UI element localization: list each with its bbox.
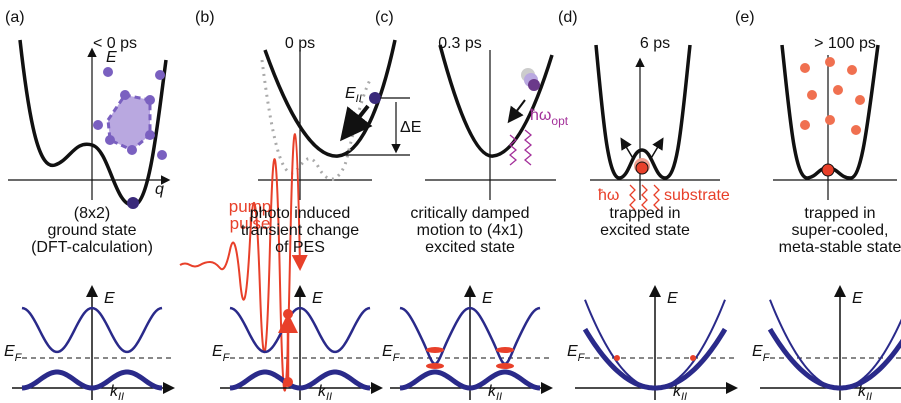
momentum-sub: II bbox=[496, 391, 502, 403]
caption: (8x2) bbox=[74, 205, 110, 222]
caption: meta-stable state bbox=[779, 239, 901, 256]
caption: excited state bbox=[600, 222, 690, 239]
gap-mark bbox=[496, 363, 514, 369]
momentum-label: kII bbox=[318, 383, 332, 403]
fermi-sub: F bbox=[223, 352, 231, 364]
fermi-main: E bbox=[4, 343, 15, 360]
fermi-main: E bbox=[752, 343, 763, 360]
optical-sub: opt bbox=[551, 114, 568, 128]
fermi-point bbox=[614, 355, 620, 361]
optical-main: ħω bbox=[530, 107, 551, 124]
fermi-sub: F bbox=[578, 352, 586, 364]
panel-label: (b) bbox=[195, 9, 215, 26]
field-main: E bbox=[345, 85, 356, 102]
panel-label: (e) bbox=[735, 9, 755, 26]
momentum-label: kII bbox=[673, 383, 687, 403]
caption: super-cooled, bbox=[792, 222, 889, 239]
gap-mark bbox=[496, 347, 514, 353]
caption: photo induced bbox=[250, 205, 351, 222]
fermi-sub: F bbox=[15, 352, 23, 364]
fermi-label: EF bbox=[4, 343, 23, 364]
figure: E q pump pulse EII ΔE ħωopt ħω substrate… bbox=[0, 0, 901, 403]
opt-wiggle bbox=[510, 130, 531, 165]
optical-label: ħωopt bbox=[530, 107, 569, 128]
time-label: 0 ps bbox=[285, 35, 315, 52]
field-sub: II bbox=[356, 93, 362, 105]
fermi-label: EF bbox=[567, 343, 586, 364]
panel-label: (c) bbox=[375, 9, 394, 26]
gap-mark bbox=[426, 347, 444, 353]
time-label: < 0 ps bbox=[93, 35, 137, 52]
fermi-sub: F bbox=[763, 352, 771, 364]
electron bbox=[283, 309, 293, 319]
momentum-label: kII bbox=[110, 383, 124, 403]
fermi-point bbox=[690, 355, 696, 361]
momentum-label: kII bbox=[488, 383, 502, 403]
fermi-label: EF bbox=[382, 343, 401, 364]
axis-label: E bbox=[667, 290, 678, 307]
field-label: EII bbox=[345, 85, 362, 105]
caption: trapped in bbox=[804, 205, 875, 222]
time-label: 0.3 ps bbox=[438, 35, 482, 52]
fermi-label: EF bbox=[212, 343, 231, 364]
axis-label: E bbox=[852, 290, 863, 307]
atoms bbox=[800, 57, 865, 135]
axis-label: q bbox=[155, 181, 164, 198]
momentum-sub: II bbox=[866, 391, 872, 403]
time-label: > 100 ps bbox=[814, 35, 876, 52]
panel-label: (d) bbox=[558, 9, 578, 26]
caption: motion to (4x1) bbox=[417, 222, 524, 239]
motion-arrow bbox=[510, 100, 525, 120]
fermi-main: E bbox=[382, 343, 393, 360]
caption: (DFT-calculation) bbox=[31, 239, 153, 256]
delta-e-label: ΔE bbox=[400, 119, 421, 136]
caption: of PES bbox=[275, 239, 325, 256]
fermi-main: E bbox=[212, 343, 223, 360]
ball bbox=[127, 197, 139, 209]
momentum-sub: II bbox=[118, 391, 124, 403]
axis-label: E bbox=[104, 290, 115, 307]
fermi-label: EF bbox=[752, 343, 771, 364]
panel-label: (a) bbox=[5, 9, 25, 26]
ball bbox=[822, 164, 834, 176]
ball-cluster bbox=[521, 68, 540, 91]
axis-label: E bbox=[312, 290, 323, 307]
caption: trapped in bbox=[609, 205, 680, 222]
pump-pulse-wave bbox=[180, 134, 300, 390]
caption: critically damped bbox=[410, 205, 529, 222]
caption: excited state bbox=[425, 239, 515, 256]
hole bbox=[283, 377, 293, 387]
axis-label: E bbox=[482, 290, 493, 307]
page: E q pump pulse EII ΔE ħωopt ħω substrate… bbox=[0, 0, 901, 403]
ball bbox=[369, 92, 381, 104]
substrate-label: substrate bbox=[664, 187, 730, 204]
time-label: 6 ps bbox=[640, 35, 670, 52]
ground-pes-dotted bbox=[262, 60, 370, 179]
fermi-sub: F bbox=[393, 352, 401, 364]
phonon-label: ħω bbox=[598, 187, 619, 204]
momentum-label: kII bbox=[858, 383, 872, 403]
momentum-sub: II bbox=[326, 391, 332, 403]
gap-mark bbox=[426, 363, 444, 369]
caption: transient change bbox=[241, 222, 359, 239]
momentum-sub: II bbox=[681, 391, 687, 403]
fermi-main: E bbox=[567, 343, 578, 360]
caption: ground state bbox=[48, 222, 137, 239]
band bbox=[770, 300, 901, 388]
